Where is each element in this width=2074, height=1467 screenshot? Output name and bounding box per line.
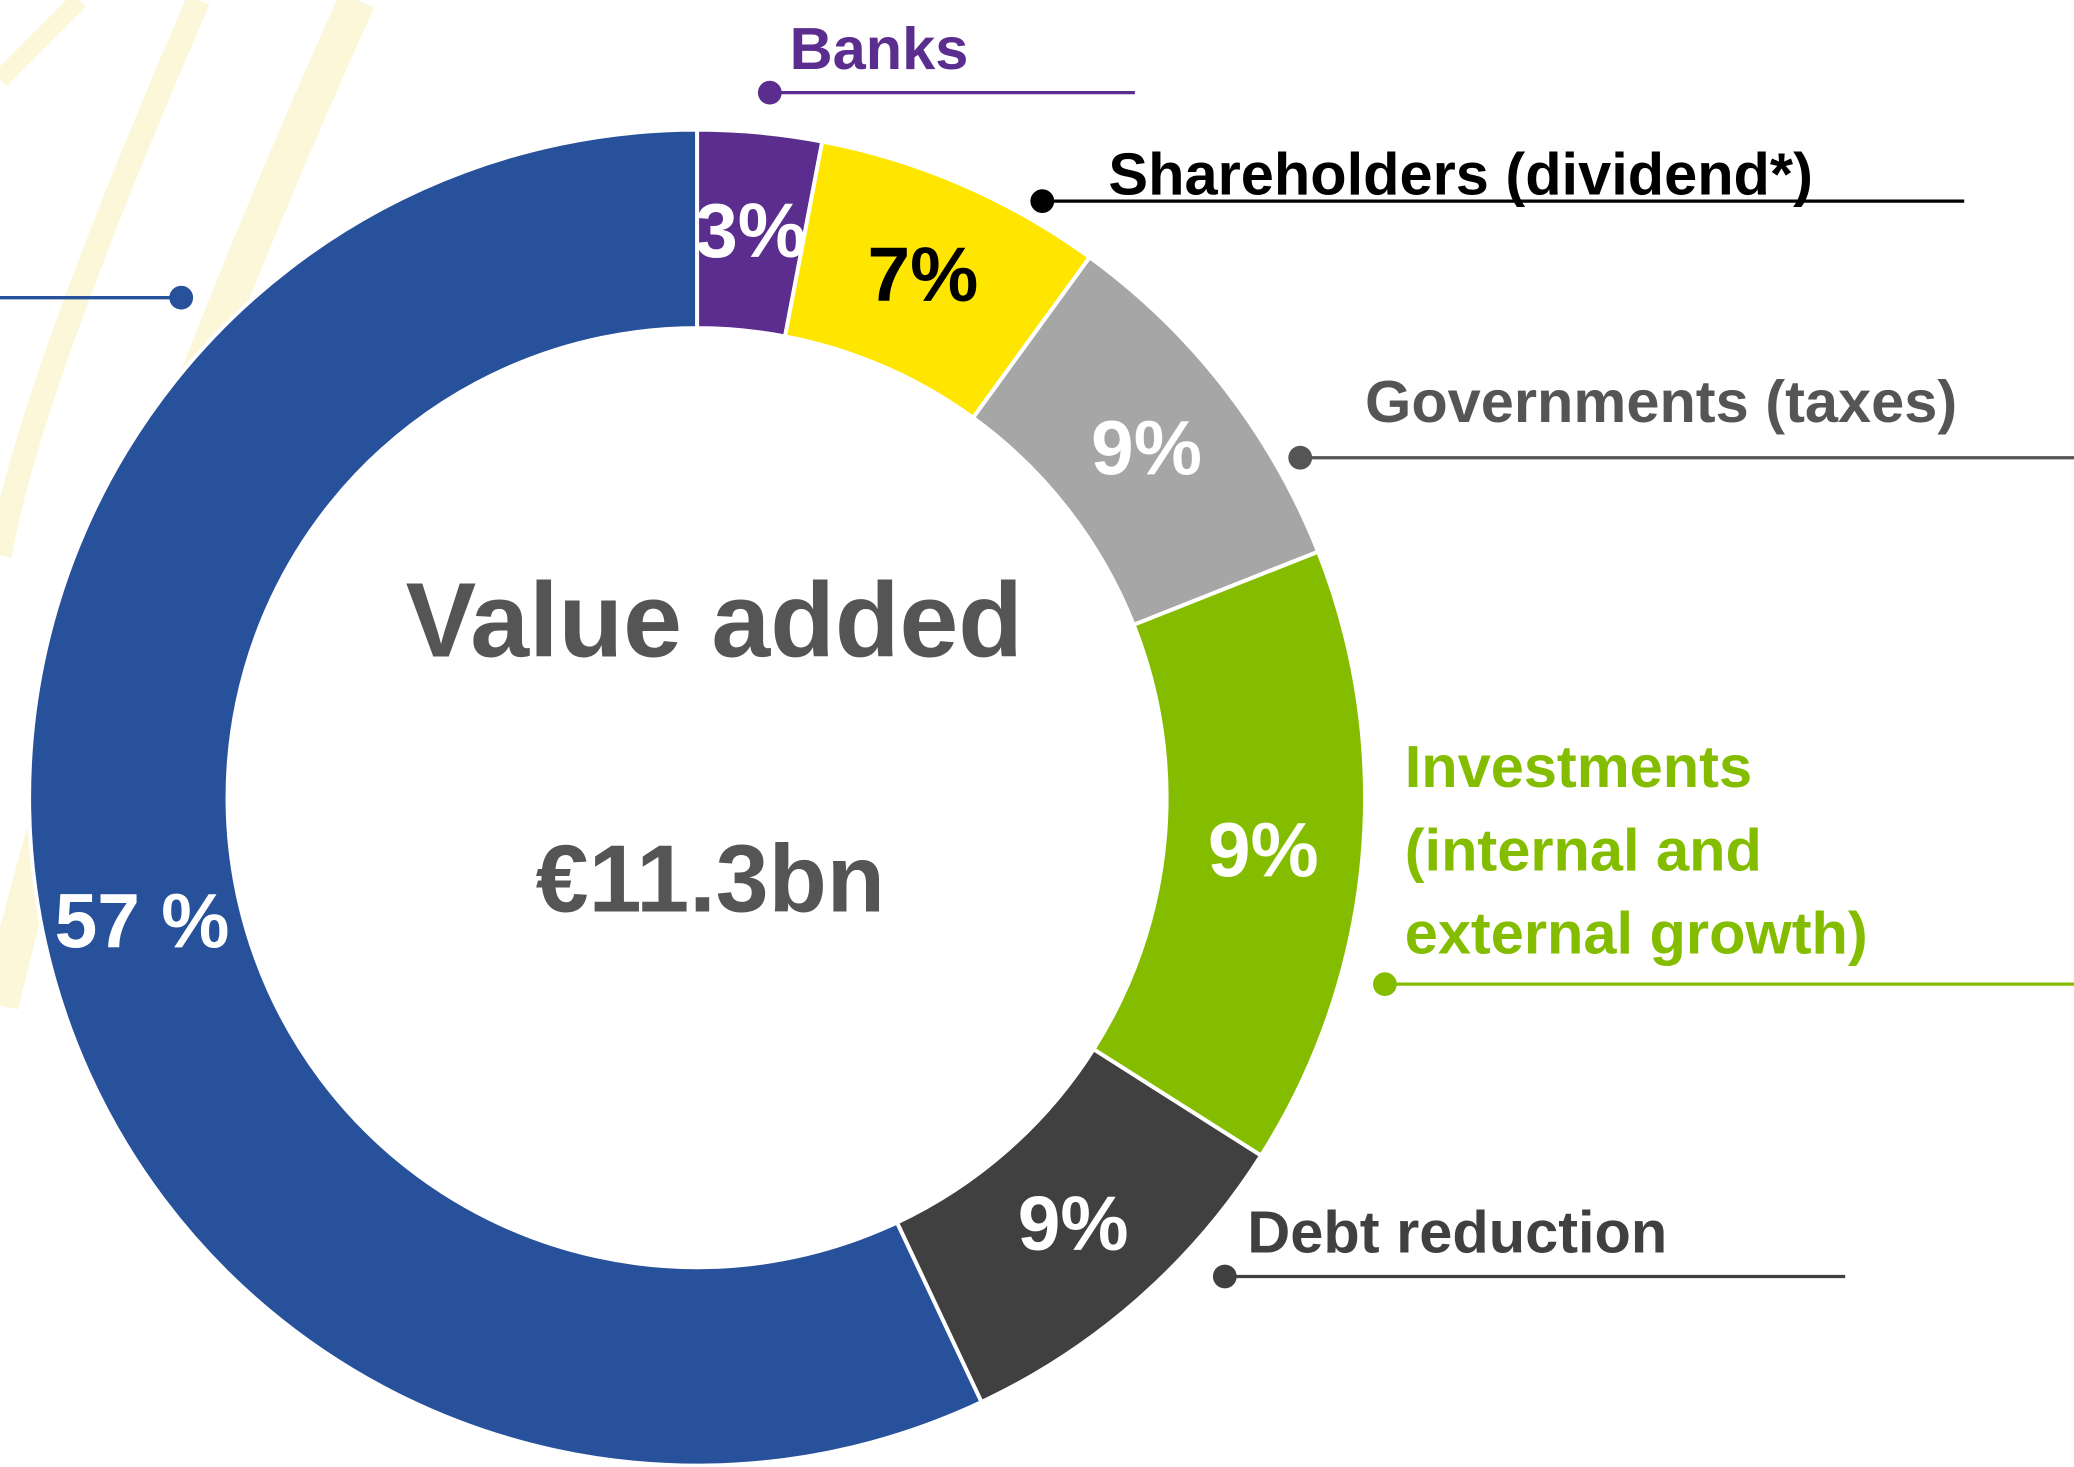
value-label: 9% (1091, 407, 1202, 492)
center-title: Value added (406, 561, 1023, 679)
background-arc (0, 0, 86, 86)
legend-label-box: Investments (internal and external growt… (1404, 732, 1868, 967)
legend-label-box: Banks (789, 14, 969, 83)
value-label: 7% (868, 233, 979, 318)
legend-label: Banks (789, 14, 969, 83)
center-value: €11.3bn (536, 826, 885, 932)
legend-label-box: Debt reduction (1247, 1198, 1668, 1266)
legend-label: Governments (taxes) (1365, 367, 1958, 436)
value-label: 57 % (55, 879, 230, 964)
donut-slice (27, 127, 985, 1467)
donut (27, 127, 1368, 1467)
leader-dot (1288, 445, 1313, 470)
value-label: 3% (695, 189, 806, 274)
leader-dot (169, 285, 194, 310)
legend-label-box: Shareholders (dividend*) (1108, 140, 1813, 208)
leader-dot (1372, 972, 1397, 997)
background-arc (0, 0, 210, 558)
value-label: 9% (1208, 809, 1319, 894)
leader-dot (757, 80, 782, 105)
donut-slice (1090, 549, 1368, 1159)
legend-label-box: Governments (taxes) (1365, 367, 1958, 436)
legend-label: Shareholders (dividend*) (1108, 140, 1813, 208)
leader-dot (1212, 1264, 1237, 1289)
legend-label: Debt reduction (1247, 1198, 1668, 1266)
legend-label: Investments (internal and external growt… (1404, 732, 1868, 967)
leader-dot (1030, 189, 1055, 214)
value-label: 9% (1018, 1182, 1129, 1267)
